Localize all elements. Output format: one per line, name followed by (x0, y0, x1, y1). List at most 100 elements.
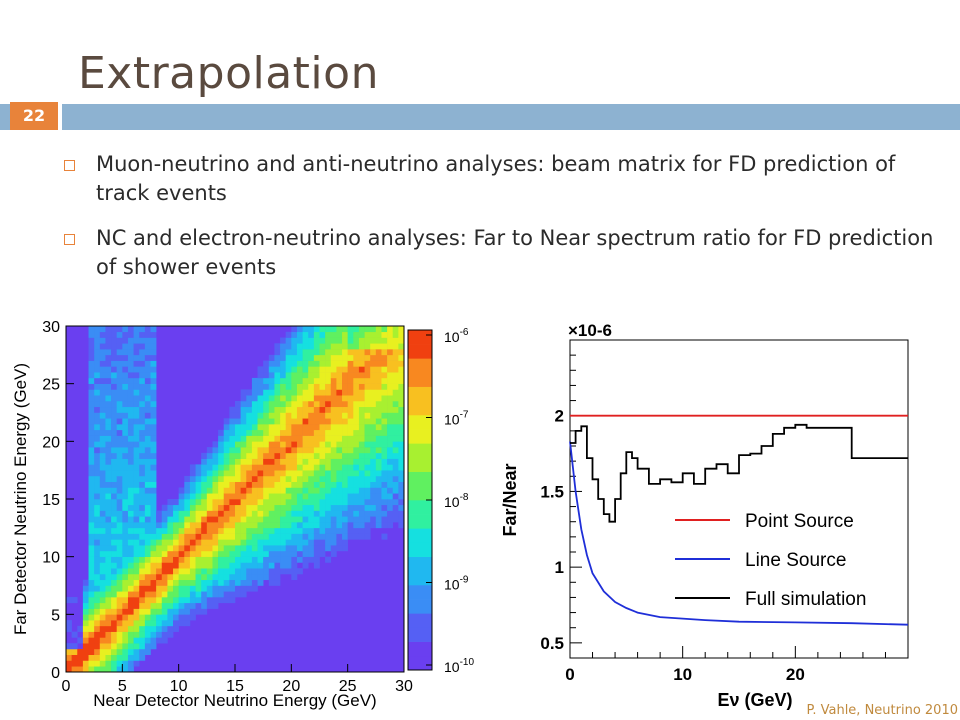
heatmap-cell (195, 556, 202, 563)
heatmap-cell (116, 522, 123, 529)
heatmap-cell (381, 406, 388, 413)
heatmap-cell (144, 406, 151, 413)
heatmap-cell (82, 591, 89, 598)
heatmap-cell (139, 591, 146, 598)
heatmap-cell (353, 349, 360, 356)
heatmap-cell (99, 516, 106, 523)
heatmap-cell (99, 493, 106, 500)
heatmap-cell (127, 481, 134, 488)
heatmap-cell (330, 366, 337, 373)
heatmap-cell (370, 522, 377, 529)
heatmap-cell (347, 452, 354, 459)
heatmap-cell (88, 545, 95, 552)
heatmap-cell (280, 556, 286, 563)
heatmap-cell (257, 510, 264, 517)
heatmap-cell (189, 464, 196, 471)
heatmap-cell (235, 435, 241, 442)
heatmap-cell (302, 377, 309, 384)
heatmap-cell (308, 424, 315, 431)
heatmap-cell (105, 406, 112, 413)
heatmap-cell (268, 441, 275, 448)
heatmap-cell (268, 354, 275, 361)
heatmap-cell (127, 573, 134, 581)
heatmap-cell (88, 424, 95, 431)
heatmap-cell (105, 464, 112, 471)
heatmap-cell (184, 585, 191, 592)
heatmap-cell (133, 452, 140, 459)
heatmap-cell (144, 389, 151, 396)
heatmap-cell (313, 493, 320, 500)
heatmap-cell (296, 568, 303, 575)
heatmap-cell (127, 631, 134, 638)
heatmap-cell (127, 447, 134, 454)
heatmap-cell (392, 354, 399, 361)
heatmap-cell (189, 608, 196, 615)
heatmap-cell (201, 516, 208, 523)
heatmap-cell (313, 545, 320, 552)
heatmap-cell (150, 412, 157, 419)
heatmap-cell (375, 464, 382, 471)
heatmap-cell (296, 372, 303, 379)
heatmap-cell (296, 487, 303, 494)
heatmap-cell (212, 481, 219, 488)
heatmap-cell (246, 556, 253, 563)
heatmap-cell (280, 568, 286, 575)
heatmap-cell (116, 326, 123, 333)
heatmap-cell (184, 516, 191, 523)
heatmap-cell (296, 406, 303, 413)
heatmap-cell (347, 360, 354, 367)
heatmap-cell (167, 499, 174, 506)
heatmap-cell (302, 366, 309, 373)
heatmap-cell (364, 527, 371, 534)
heatmap-cell (144, 620, 151, 627)
heatmap-cell (201, 464, 208, 471)
heatmap-cell (364, 499, 371, 506)
heatmap-cell (257, 539, 264, 546)
heatmap-cell (235, 499, 241, 506)
heatmap-cell (381, 377, 388, 384)
heatmap-cell (364, 429, 371, 436)
heatmap-cell (325, 499, 332, 506)
heatmap-cell (257, 562, 264, 569)
heatmap-cell (144, 648, 151, 655)
heatmap-cell (122, 400, 129, 408)
heatmap-cell (291, 435, 298, 442)
heatmap-cell (353, 452, 360, 459)
heatmap-cell (116, 585, 123, 592)
heatmap-cell (161, 614, 168, 621)
heatmap-cell (392, 464, 399, 471)
heatmap-cell (347, 418, 354, 425)
heatmap-cell (178, 527, 185, 534)
colorbar-segment (408, 655, 432, 671)
heatmap-cell (296, 510, 303, 517)
heatmap-cell (133, 660, 140, 667)
heatmap-cell (313, 360, 320, 367)
heatmap-cell (133, 377, 140, 384)
heatmap-cell (302, 539, 309, 546)
heatmap-cell (291, 360, 298, 367)
heatmap-cell (296, 326, 303, 333)
heatmap-cell (139, 400, 146, 408)
heatmap-cell (229, 412, 236, 419)
heatmap-cell (195, 573, 202, 581)
heatmap-cell (156, 568, 163, 575)
heatmap-cell (116, 406, 123, 413)
heatmap-cell (235, 539, 241, 546)
heatmap-cell (99, 631, 106, 638)
heatmap-cell (144, 631, 151, 638)
heatmap-cell (353, 447, 360, 454)
heatmap-cell (240, 429, 247, 436)
colorbar-segment (408, 641, 432, 657)
heatmap-cell (268, 550, 275, 557)
heatmap-cell (206, 452, 213, 459)
heatmap-cell (240, 585, 247, 592)
heatmap-cell (116, 343, 123, 350)
heatmap-cell (189, 556, 196, 563)
heatmap-cell (122, 493, 129, 500)
heatmap-cell (398, 447, 405, 454)
heatmap-cell (88, 366, 95, 373)
heatmap-cell (347, 331, 354, 338)
heatmap-cell (263, 527, 270, 534)
heatmap-cell (325, 389, 332, 396)
heatmap-cell (274, 441, 281, 448)
